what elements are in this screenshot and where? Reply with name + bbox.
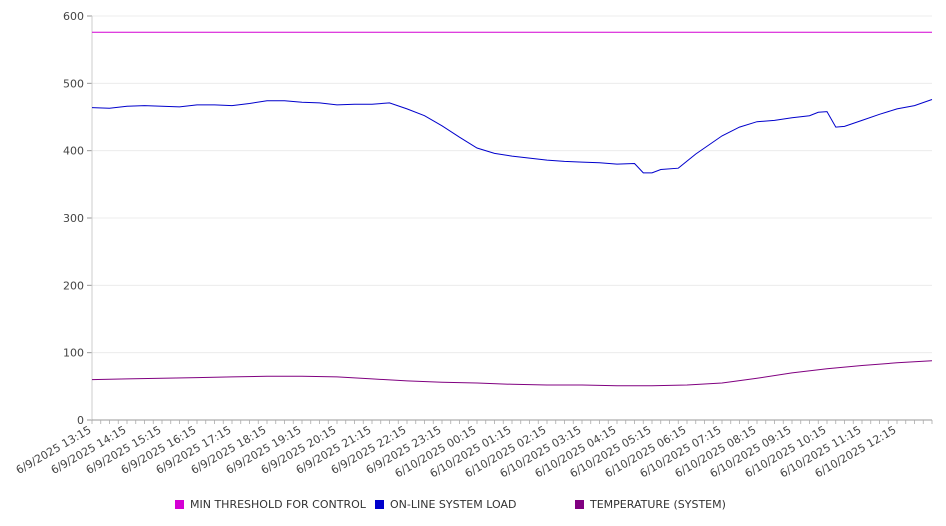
legend: MIN THRESHOLD FOR CONTROL ON-LINE SYSTEM…: [0, 498, 946, 514]
y-tick-labels: 0 100 200 300 400 500 600: [63, 10, 84, 427]
legend-label-temperature: TEMPERATURE (SYSTEM): [590, 498, 726, 511]
legend-item-system-load: ON-LINE SYSTEM LOAD: [375, 498, 516, 511]
y-tick-label: 0: [77, 414, 84, 427]
y-tick-label: 300: [63, 212, 84, 225]
x-tick-labels: 6/9/2025 13:156/9/2025 14:156/9/2025 15:…: [14, 423, 899, 480]
series-line: [91, 99, 933, 174]
y-tick-label: 200: [63, 279, 84, 292]
y-tick-label: 500: [63, 77, 84, 90]
legend-label-min-threshold: MIN THRESHOLD FOR CONTROL: [190, 498, 366, 511]
gridlines: [92, 15, 932, 354]
legend-item-min-threshold: MIN THRESHOLD FOR CONTROL: [175, 498, 366, 511]
legend-label-system-load: ON-LINE SYSTEM LOAD: [390, 498, 517, 511]
y-tick-label: 400: [63, 145, 84, 158]
legend-swatch-min-threshold: [175, 500, 184, 509]
y-tick-label: 100: [63, 347, 84, 360]
axes: [87, 15, 933, 424]
legend-swatch-system-load: [375, 500, 384, 509]
y-tick-label: 600: [63, 10, 84, 23]
legend-swatch-temperature: [575, 500, 584, 509]
legend-item-temperature: TEMPERATURE (SYSTEM): [575, 498, 726, 511]
series-lines: [91, 31, 933, 387]
series-line: [91, 360, 933, 387]
